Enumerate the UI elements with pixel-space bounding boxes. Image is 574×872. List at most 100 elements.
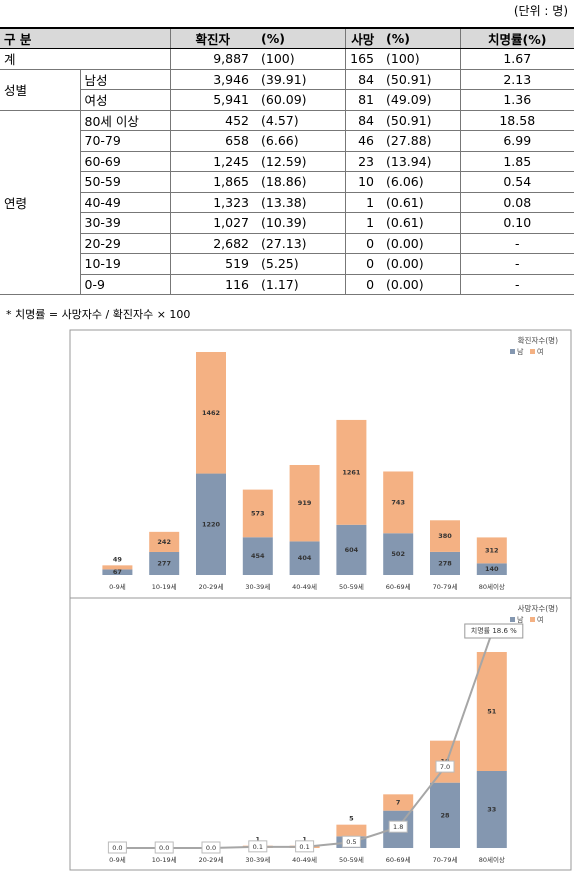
bar-segment xyxy=(149,551,180,575)
row-label: 30-39 xyxy=(79,212,171,234)
bar-segment xyxy=(196,473,226,575)
cell: (39.91) xyxy=(255,69,346,90)
data-label: 312 xyxy=(485,546,499,554)
table-row: 구 분 확진자 (%) 사망 (%) 치명률(%) xyxy=(0,27,574,49)
unit-note: (단위 : 명) xyxy=(513,4,568,18)
data-label: 1.8 xyxy=(393,823,403,831)
data-label: 0.5 xyxy=(346,838,356,846)
cell: (50.91) xyxy=(380,110,461,131)
row-label: 70-79 xyxy=(79,130,171,152)
label-box xyxy=(388,820,408,833)
legend-label: 남 xyxy=(517,347,524,356)
bar-segment xyxy=(476,771,507,848)
header-cell: 확진자 xyxy=(169,27,256,49)
data-label: 502 xyxy=(391,550,405,558)
legend-label: 여 xyxy=(537,615,543,624)
cell: (12.59) xyxy=(255,151,346,172)
bar-segment xyxy=(383,471,414,534)
cell: (6.66) xyxy=(255,130,346,152)
cell: (5.25) xyxy=(255,253,346,275)
bar-segment xyxy=(476,652,507,771)
label-box xyxy=(107,841,127,854)
cell: 1,865 xyxy=(169,171,256,193)
legend-title: 확진자수(명) xyxy=(518,335,558,345)
x-tick-label: 80세이상 xyxy=(479,855,505,864)
label-box xyxy=(435,760,455,773)
bar-segment xyxy=(336,824,367,837)
bar-segment xyxy=(149,531,180,552)
series-name: 치명률 xyxy=(471,626,491,635)
x-tick-label: 50-59세 xyxy=(339,582,364,591)
row-label: 0-9 xyxy=(79,274,171,295)
bar-segment xyxy=(476,563,507,575)
x-tick-label: 30-39세 xyxy=(245,582,270,591)
legend-label: 남 xyxy=(517,615,524,624)
cell: 0 xyxy=(344,233,381,254)
bar-segment xyxy=(242,489,273,538)
cell: 1.67 xyxy=(459,48,574,70)
data-label: 0.0 xyxy=(206,844,216,852)
data-label: 5 xyxy=(349,815,354,823)
header-cell: 사망 xyxy=(344,27,381,49)
cell: (18.86) xyxy=(255,171,346,193)
cell: 84 xyxy=(344,69,381,90)
data-label: 7.0 xyxy=(440,763,450,771)
cell: (100) xyxy=(380,48,461,70)
data-label: 1220 xyxy=(202,520,221,528)
cell: 1 xyxy=(344,192,381,213)
x-tick-label: 0-9세 xyxy=(109,582,126,591)
table: 구 분 확진자 (%) 사망 (%) 치명률(%) 계 9,887 (100) 165 (100) 1… xyxy=(0,27,574,295)
cell: - xyxy=(459,253,574,275)
x-tick-label: 40-49세 xyxy=(292,855,317,864)
bar-segment xyxy=(430,551,460,575)
x-tick-label: 30-39세 xyxy=(245,855,270,864)
row-label: 40-49 xyxy=(79,192,171,213)
cell: 0 xyxy=(344,274,381,295)
x-tick-label: 50-59세 xyxy=(339,855,364,864)
cell: 1,245 xyxy=(169,151,256,172)
data-label: 1 xyxy=(302,836,307,844)
data-label: 380 xyxy=(438,532,452,540)
cell: 0.08 xyxy=(459,192,574,213)
cell: 165 xyxy=(344,48,381,70)
x-tick-label: 80세이상 xyxy=(479,582,505,591)
cell: (4.57) xyxy=(255,110,346,131)
cell: 0.54 xyxy=(459,171,574,193)
label-box xyxy=(201,841,221,854)
cell: (0.61) xyxy=(380,192,461,213)
table-row: 30-39 1,027 (10.39) 1 (0.61) 0.10 xyxy=(0,212,574,234)
footnote: * 치명률 = 사망자수 / 확진자수 × 100 xyxy=(6,308,191,321)
group-label: 연령 xyxy=(0,110,80,295)
legend-title: 사망자수(명) xyxy=(518,603,558,613)
row-label: 50-59 xyxy=(79,171,171,193)
data-label: 33 xyxy=(487,806,496,814)
bar-segment xyxy=(336,524,367,575)
cell: 0.10 xyxy=(459,212,574,234)
table-row: 40-49 1,323 (13.38) 1 (0.61) 0.08 xyxy=(0,192,574,213)
x-tick-label: 20-29세 xyxy=(199,855,224,864)
data-label: 140 xyxy=(485,565,499,573)
cell: - xyxy=(459,274,574,295)
cell: (1.17) xyxy=(255,274,346,295)
x-tick-label: 0-9세 xyxy=(109,855,126,864)
cell: 1,027 xyxy=(169,212,256,234)
legend-swatch xyxy=(530,617,535,622)
cell: (60.09) xyxy=(255,89,346,111)
cell: 2,682 xyxy=(169,233,256,254)
row-label: 계 xyxy=(0,48,171,70)
header-cell: 치명률(%) xyxy=(459,27,574,49)
cell: 3,946 xyxy=(169,69,256,90)
cell: 452 xyxy=(169,110,256,131)
data-label: 277 xyxy=(157,559,171,567)
cell: 84 xyxy=(344,110,381,131)
table-row: 60-69 1,245 (12.59) 23 (13.94) 1.85 xyxy=(0,151,574,172)
cell: 1,323 xyxy=(169,192,256,213)
table-row: 연령 80세 이상 452 (4.57) 84 (50.91) 18.58 xyxy=(0,110,574,295)
table-row: 70-79 658 (6.66) 46 (27.88) 6.99 xyxy=(0,130,574,152)
x-tick-label: 60-69세 xyxy=(386,582,411,591)
row-label: 10-19 xyxy=(79,253,171,275)
data-label: 28 xyxy=(440,811,450,819)
data-label: 49 xyxy=(113,555,123,563)
x-tick-label: 10-19세 xyxy=(152,582,177,591)
